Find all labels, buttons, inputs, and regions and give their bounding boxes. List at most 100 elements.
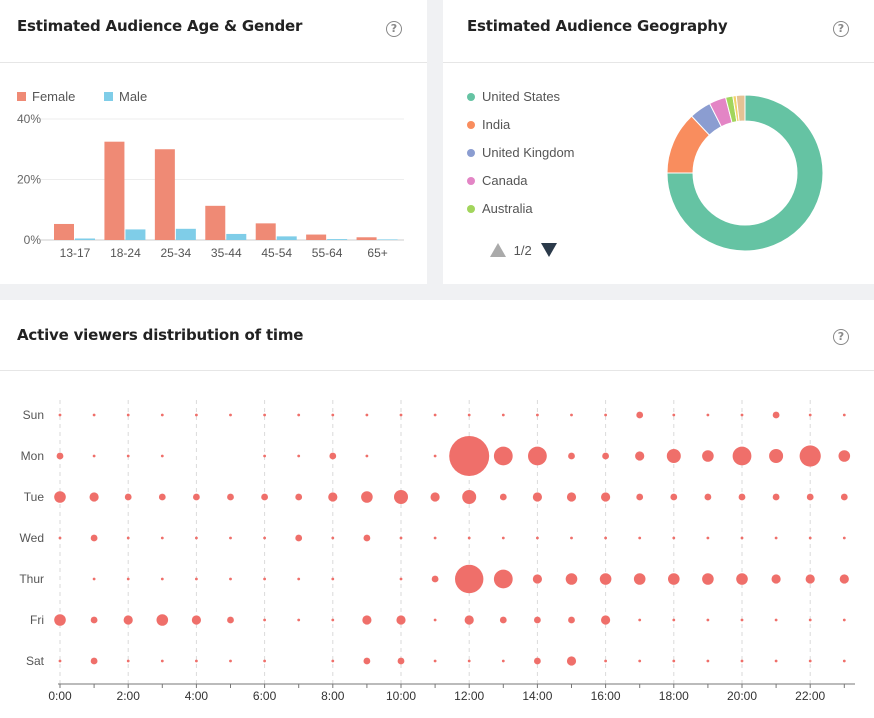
punch-dot: [604, 536, 607, 540]
x-tick-label: 22:00: [795, 689, 825, 703]
punch-dot: [602, 452, 609, 460]
punch-dot: [396, 615, 406, 625]
punch-dot: [740, 413, 744, 417]
punch-dot: [297, 454, 301, 458]
punch-dot: [601, 492, 611, 502]
geography-donut-chart: [666, 94, 824, 252]
punch-dot: [365, 454, 369, 458]
help-icon[interactable]: ?: [833, 329, 849, 345]
punch-dot: [740, 618, 744, 622]
punch-dot: [839, 574, 849, 584]
row-label: Thur: [19, 572, 44, 586]
punch-dot: [732, 446, 752, 466]
legend-female[interactable]: Female: [17, 89, 75, 104]
punch-dot: [808, 618, 812, 622]
x-tick-label: 65+: [367, 246, 387, 260]
punch-dot: [462, 490, 477, 504]
punch-dot: [706, 413, 710, 417]
punch-dot: [842, 659, 846, 663]
punch-dot: [702, 450, 714, 462]
bar-female: [154, 149, 175, 240]
row-label: Mon: [21, 449, 44, 463]
geo-legend-item[interactable]: Canada: [467, 173, 528, 188]
punch-dot: [331, 618, 335, 622]
punch-dot: [433, 618, 437, 622]
geo-legend-item[interactable]: United Kingdom: [467, 145, 575, 160]
punch-dot: [536, 536, 539, 540]
x-tick-label: 8:00: [321, 689, 345, 703]
bar-male: [75, 238, 95, 240]
active-viewers-header: Active viewers distribution of time ?: [0, 300, 874, 371]
punch-dot: [54, 491, 66, 503]
age-gender-header: Estimated Audience Age & Gender ?: [0, 0, 427, 63]
age-gender-bar-chart: 0% 20% 40% 13-17 18-24 25-34 35-44 45-54 55-64 65…: [17, 112, 404, 260]
x-tick-label: 4:00: [185, 689, 209, 703]
punch-dot: [528, 446, 547, 466]
punch-dot: [295, 493, 303, 501]
legend-dot: [467, 121, 475, 129]
punch-dot: [808, 536, 812, 540]
punch-dot: [772, 411, 780, 419]
punch-dot: [672, 618, 676, 622]
punch-dot: [706, 618, 710, 622]
punch-dot: [633, 573, 646, 585]
geography-panel: Estimated Audience Geography ? United St…: [443, 0, 874, 284]
y-tick-label: 0%: [24, 233, 42, 247]
punch-dot: [774, 659, 778, 663]
punch-dot: [774, 618, 778, 622]
x-tick-label: 2:00: [117, 689, 141, 703]
punch-dot: [604, 659, 607, 663]
page-up-icon[interactable]: [490, 243, 506, 257]
geo-legend-item[interactable]: Australia: [467, 201, 533, 216]
punch-dot: [399, 536, 403, 540]
punch-dot: [263, 413, 266, 417]
punch-dot: [805, 574, 815, 584]
punch-dot: [638, 536, 642, 540]
punch-dot: [156, 614, 169, 626]
geo-legend-label: United States: [482, 89, 561, 104]
legend-dot: [467, 205, 475, 213]
punch-dot: [532, 574, 543, 584]
punch-dot: [501, 536, 505, 540]
page-down-icon[interactable]: [541, 243, 558, 257]
punch-dot: [92, 413, 96, 417]
punch-dot: [92, 454, 96, 458]
help-icon[interactable]: ?: [833, 21, 849, 37]
punch-dot: [838, 450, 851, 462]
punch-dot: [668, 573, 680, 585]
punch-dot: [799, 445, 821, 467]
legend-male[interactable]: Male: [104, 89, 147, 104]
punch-dot: [570, 413, 573, 417]
punch-dot: [702, 573, 714, 585]
geo-legend-label: Australia: [482, 201, 533, 216]
x-tick-label: 18-24: [110, 246, 141, 260]
geo-legend-item[interactable]: India: [467, 117, 510, 132]
x-tick-label: 6:00: [253, 689, 277, 703]
punch-dot: [736, 573, 748, 585]
punch-dot: [568, 452, 575, 460]
help-icon[interactable]: ?: [386, 21, 402, 37]
punch-dot: [449, 436, 490, 476]
age-gender-panel: Estimated Audience Age & Gender ? Female…: [0, 0, 427, 284]
donut-slice: [666, 94, 824, 252]
punch-dot: [263, 577, 266, 581]
punch-dot: [193, 493, 200, 501]
punch-dot: [195, 413, 198, 417]
punch-dot: [363, 534, 371, 542]
punch-dot: [295, 534, 303, 542]
punch-dot: [771, 574, 781, 584]
punch-dot: [842, 618, 846, 622]
punch-dot: [536, 413, 539, 417]
punch-dot: [90, 657, 98, 665]
punch-dot: [706, 659, 710, 663]
bar-male: [125, 229, 146, 240]
punch-dot: [331, 536, 335, 540]
geo-legend-item[interactable]: United States: [467, 89, 560, 104]
punch-dot: [501, 659, 505, 663]
punch-dot: [604, 413, 607, 417]
punch-dot: [126, 577, 130, 581]
punch-dot: [263, 536, 266, 540]
punch-dot: [706, 536, 710, 540]
bar-female: [255, 223, 276, 240]
punch-dot: [769, 449, 784, 463]
